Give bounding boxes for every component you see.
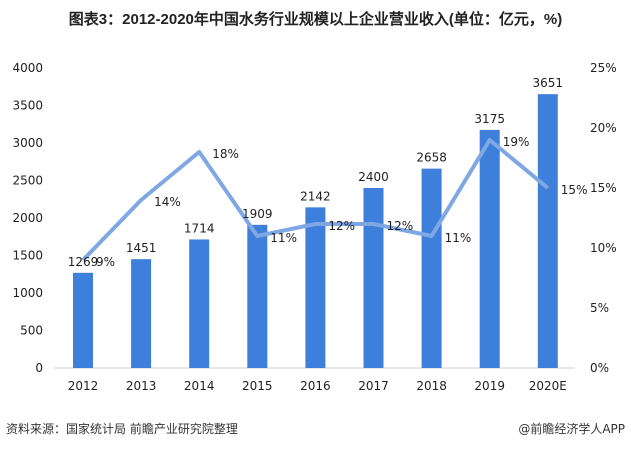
bar-value-label: 2142 bbox=[300, 189, 331, 203]
left-axis-tick-label: 500 bbox=[20, 324, 43, 338]
right-axis-tick-label: 0% bbox=[590, 361, 609, 375]
bar bbox=[305, 207, 326, 368]
growth-value-label: 18% bbox=[212, 147, 239, 161]
growth-line bbox=[81, 138, 550, 262]
left-axis-tick-label: 2000 bbox=[12, 211, 43, 225]
bar bbox=[247, 224, 268, 368]
right-axis-tick-label: 20% bbox=[590, 121, 617, 135]
right-axis-tick-label: 15% bbox=[590, 181, 617, 195]
growth-value-label: 15% bbox=[561, 183, 588, 197]
x-axis-tick-label: 2012 bbox=[68, 379, 99, 393]
growth-value-label: 12% bbox=[328, 219, 355, 233]
right-axis-tick-label: 10% bbox=[590, 241, 617, 255]
bar bbox=[479, 129, 500, 368]
growth-value-label: 9% bbox=[96, 255, 115, 269]
x-axis-tick-label: 2015 bbox=[242, 379, 273, 393]
growth-value-label: 14% bbox=[154, 195, 181, 209]
right-axis-tick-label: 5% bbox=[590, 301, 609, 315]
left-axis-tick-label: 1000 bbox=[12, 286, 43, 300]
growth-value-label: 19% bbox=[503, 135, 530, 149]
bar-value-label: 1451 bbox=[126, 241, 157, 255]
left-axis-tick-label: 3000 bbox=[12, 136, 43, 150]
left-axis-tick-label: 2500 bbox=[12, 174, 43, 188]
left-axis-tick-label: 3500 bbox=[12, 99, 43, 113]
bar-value-label: 2658 bbox=[416, 151, 447, 165]
chart-title: 图表3：2012-2020年中国水务行业规模以上企业营业收入(单位：亿元，%) bbox=[68, 11, 563, 28]
x-axis-tick-label: 2020E bbox=[529, 379, 567, 393]
x-axis-tick-label: 2013 bbox=[126, 379, 157, 393]
source-note: 资料来源：国家统计局 前瞻产业研究院整理 bbox=[6, 422, 238, 436]
growth-value-label: 11% bbox=[270, 231, 297, 245]
growth-value-label: 12% bbox=[387, 219, 414, 233]
bar-value-label: 1269 bbox=[68, 255, 99, 269]
left-axis-tick-label: 4000 bbox=[12, 61, 43, 75]
bar bbox=[537, 94, 558, 369]
x-axis-tick-label: 2017 bbox=[358, 379, 389, 393]
left-axis-tick-label: 0 bbox=[35, 361, 43, 375]
bar bbox=[189, 239, 210, 368]
bar-value-label: 1909 bbox=[242, 207, 273, 221]
bar-value-label: 3651 bbox=[533, 76, 564, 90]
growth-value-label: 11% bbox=[445, 231, 472, 245]
bar bbox=[363, 188, 384, 368]
x-axis-tick-label: 2014 bbox=[184, 379, 215, 393]
bar bbox=[421, 168, 442, 368]
left-axis-tick-label: 1500 bbox=[12, 249, 43, 263]
bar bbox=[131, 259, 152, 368]
right-axis-tick-label: 25% bbox=[590, 61, 617, 75]
bar bbox=[73, 272, 93, 368]
bar-value-label: 1714 bbox=[184, 221, 215, 235]
x-axis-tick-label: 2016 bbox=[300, 379, 331, 393]
x-axis-tick-label: 2019 bbox=[474, 379, 505, 393]
x-axis-tick-label: 2018 bbox=[416, 379, 447, 393]
bar-value-label: 2400 bbox=[358, 170, 389, 184]
credit-note: @前瞻经济学人APP bbox=[518, 422, 625, 436]
bar-value-label: 3175 bbox=[474, 112, 505, 126]
